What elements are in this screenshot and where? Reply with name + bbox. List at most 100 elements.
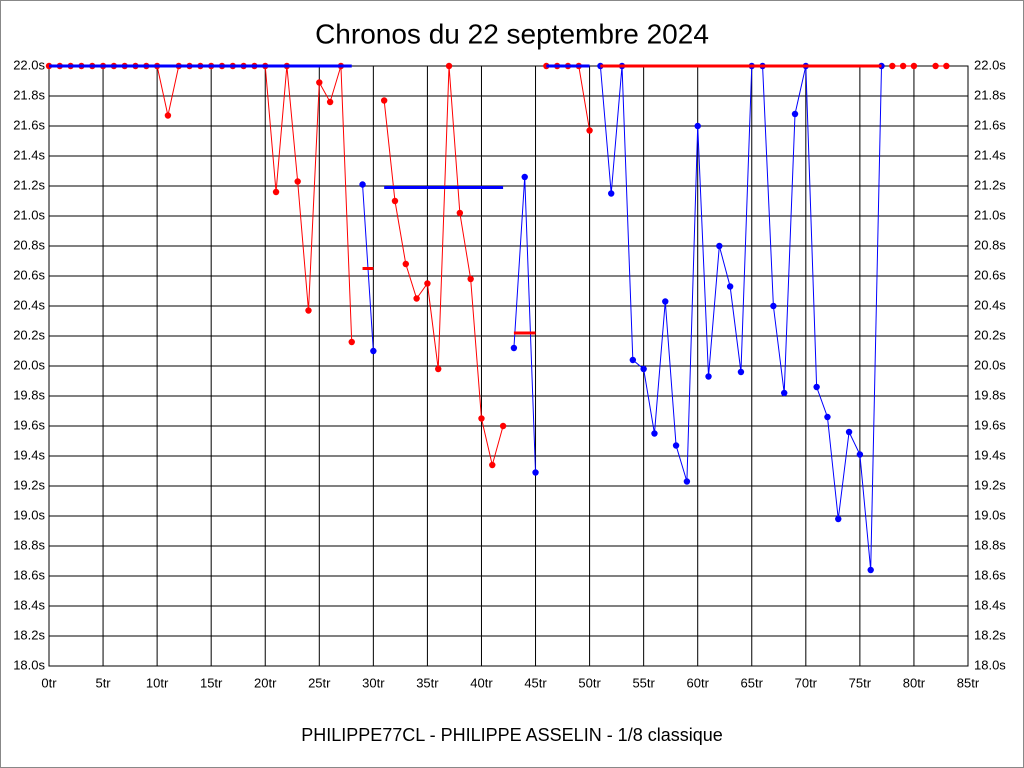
data-point <box>326 98 334 106</box>
data-point <box>391 197 399 205</box>
data-point <box>813 383 820 391</box>
y2-tick-label: 22.0s <box>974 57 1006 72</box>
x-tick-label: 70tr <box>795 675 818 690</box>
y-tick-label: 22.0s <box>13 57 45 72</box>
y2-tick-label: 21.4s <box>974 147 1006 162</box>
data-point <box>521 173 528 181</box>
y-tick-label: 19.6s <box>13 417 45 432</box>
data-point <box>662 298 669 305</box>
y-tick-label: 18.8s <box>13 537 45 552</box>
y-tick-label: 21.8s <box>13 87 45 102</box>
y-tick-label: 18.0s <box>13 657 45 672</box>
data-point <box>424 280 431 287</box>
x-tick-label: 45tr <box>524 675 547 690</box>
y2-tick-label: 21.0s <box>974 207 1006 222</box>
data-point <box>445 62 453 70</box>
x-tick-label: 10tr <box>146 675 169 690</box>
data-point <box>489 461 496 469</box>
y2-tick-label: 19.0s <box>974 507 1006 522</box>
data-point <box>899 62 907 70</box>
x-tick-label: 5tr <box>95 675 111 690</box>
x-tick-label: 25tr <box>308 675 331 690</box>
y2-tick-label: 18.4s <box>974 597 1006 612</box>
chart-title: Chronos du 22 septembre 2024 <box>315 18 709 49</box>
y2-tick-label: 19.4s <box>974 447 1006 462</box>
y-tick-label: 20.0s <box>13 357 45 372</box>
data-point <box>586 127 593 134</box>
data-point <box>478 415 485 422</box>
y-tick-label: 20.8s <box>13 237 45 252</box>
data-point <box>737 368 745 376</box>
y2-tick-label: 18.2s <box>974 627 1006 642</box>
data-point <box>164 112 172 119</box>
data-point <box>359 181 366 188</box>
data-point <box>705 373 712 380</box>
y2-tick-label: 18.0s <box>974 657 1006 672</box>
y-tick-label: 21.4s <box>13 147 45 162</box>
data-point <box>272 188 280 196</box>
data-point <box>510 344 518 352</box>
y-tick-label: 21.6s <box>13 117 45 132</box>
data-point <box>770 302 777 310</box>
data-point <box>910 62 918 70</box>
x-tick-label: 30tr <box>362 675 385 690</box>
data-point <box>824 413 831 421</box>
y-tick-label: 20.2s <box>13 327 45 342</box>
x-tick-label: 55tr <box>632 675 655 690</box>
y-tick-label: 19.0s <box>13 507 45 522</box>
data-point <box>640 365 647 373</box>
data-point <box>294 178 301 185</box>
data-point <box>370 347 377 355</box>
x-tick-label: 15tr <box>200 675 223 690</box>
y-tick-label: 20.4s <box>13 297 45 312</box>
data-point <box>683 478 691 485</box>
y2-tick-label: 21.8s <box>974 87 1006 102</box>
y2-tick-label: 20.6s <box>974 267 1006 282</box>
y-tick-label: 18.2s <box>13 627 45 642</box>
y2-tick-label: 21.2s <box>974 177 1006 192</box>
data-point <box>305 307 312 314</box>
y2-tick-label: 19.2s <box>974 477 1006 492</box>
x-tick-label: 20tr <box>254 675 277 690</box>
plot-border <box>48 65 969 667</box>
x-tick-label: 60tr <box>687 675 710 690</box>
data-point <box>467 275 474 283</box>
data-point <box>629 356 637 364</box>
data-point <box>856 451 864 458</box>
data-point <box>791 110 799 118</box>
data-point <box>413 295 420 302</box>
y2-tick-label: 20.0s <box>974 357 1006 372</box>
x-tick-label: 50tr <box>578 675 601 690</box>
y2-tick-label: 20.4s <box>974 297 1006 312</box>
data-point <box>943 62 950 70</box>
data-point <box>781 389 788 397</box>
data-point <box>845 428 853 436</box>
y2-tick-label: 21.6s <box>974 117 1006 132</box>
y2-tick-label: 19.8s <box>974 387 1006 402</box>
data-point <box>694 122 701 130</box>
y2-tick-label: 19.6s <box>974 417 1006 432</box>
x-axis-label: PHILIPPE77CL - PHILIPPE ASSELIN - 1/8 cl… <box>301 725 723 745</box>
y-tick-label: 21.0s <box>13 207 45 222</box>
data-point <box>672 442 680 449</box>
y-tick-label: 18.6s <box>13 567 45 582</box>
y-tick-label: 19.2s <box>13 477 45 492</box>
y2-tick-label: 20.8s <box>974 237 1006 252</box>
x-tick-label: 85tr <box>957 675 980 690</box>
data-point <box>867 566 874 574</box>
x-tick-label: 80tr <box>903 675 926 690</box>
data-point <box>716 242 723 250</box>
y2-tick-label: 18.8s <box>974 537 1006 552</box>
data-point <box>456 209 464 217</box>
data-point <box>532 469 539 476</box>
x-tick-label: 65tr <box>741 675 764 690</box>
data-point <box>316 79 323 86</box>
y2-tick-label: 18.6s <box>974 567 1006 582</box>
y2-tick-label: 20.2s <box>974 327 1006 342</box>
data-point <box>402 260 409 268</box>
x-tick-label: 35tr <box>416 675 439 690</box>
x-tick-label: 0tr <box>41 675 57 690</box>
